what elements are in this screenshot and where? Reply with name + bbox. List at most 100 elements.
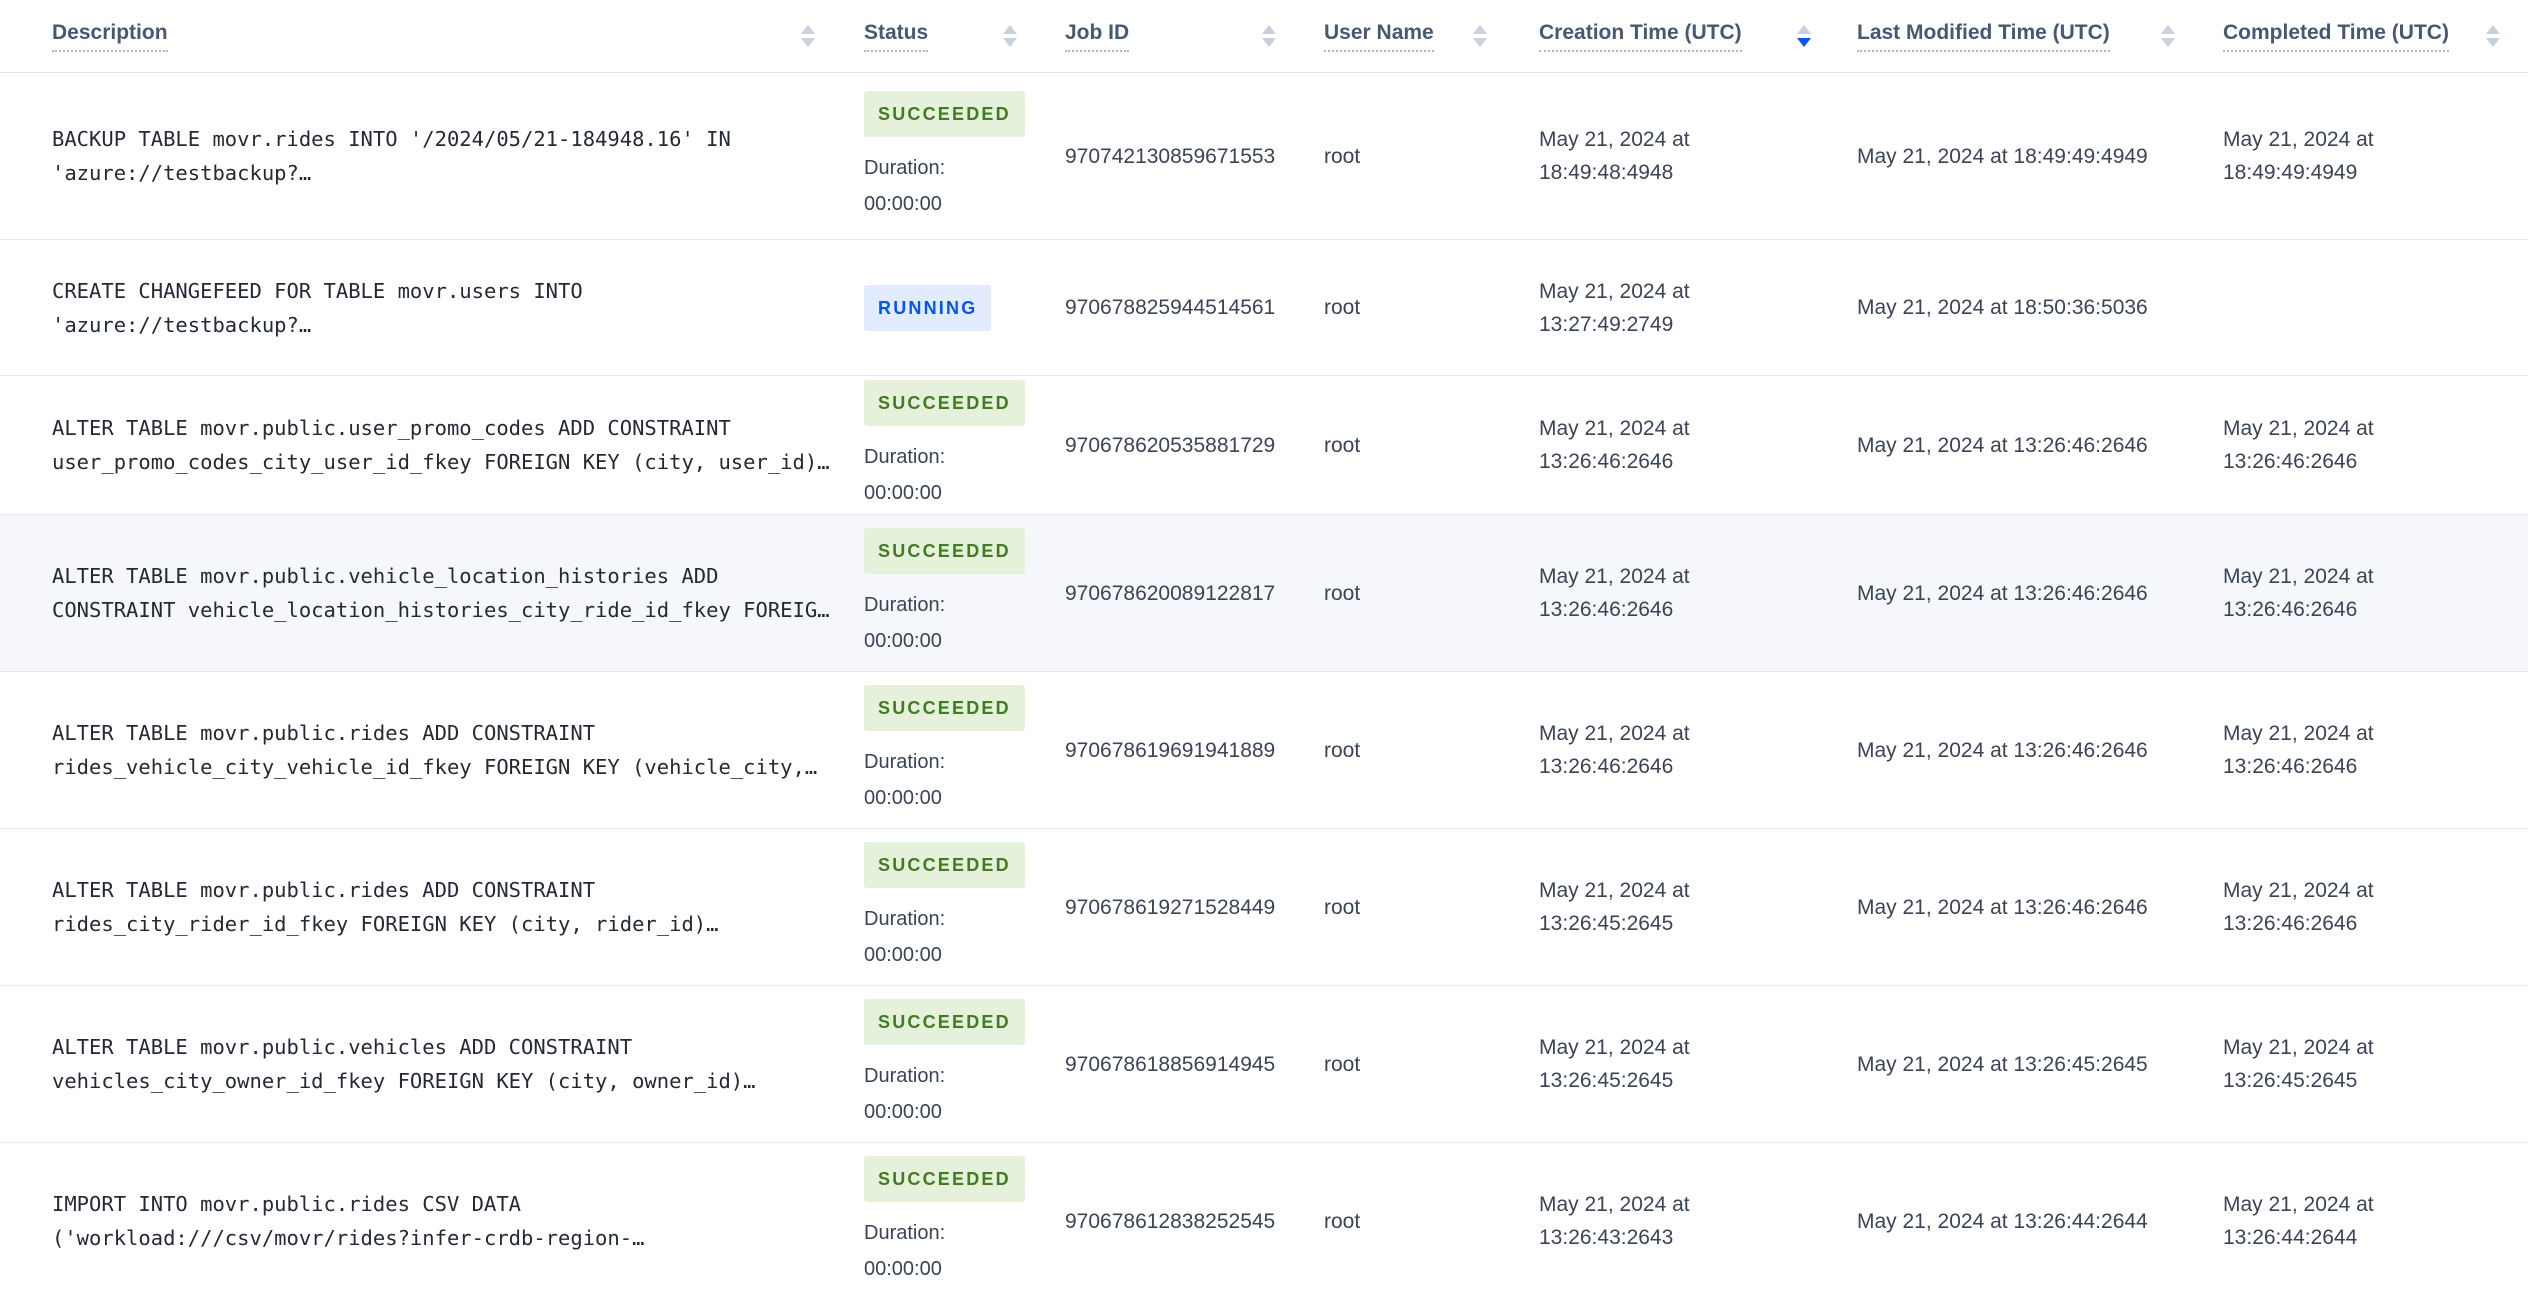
column-header-status[interactable]: Status [843, 21, 1045, 52]
job-id: 970678619271528449 [1065, 895, 1276, 919]
table-row: IMPORT INTO movr.public.rides CSV DATA ('… [0, 1143, 2528, 1292]
caret-up-icon [1262, 25, 1276, 34]
last-modified-time: May 21, 2024 at 13:26:46:2646 [1857, 581, 2148, 605]
duration-label: Duration: [864, 156, 946, 179]
creation-time: May 21, 2024 at 13:26:43:2643 [1539, 1193, 1690, 1249]
user-name: root [1324, 581, 1361, 605]
status-cell: SUCCEEDED Duration: 00:00:00 [843, 1155, 1045, 1287]
duration: Duration: 00:00:00 [864, 587, 945, 659]
completed-time-cell: May 21, 2024 at 13:26:46:2646 [2203, 412, 2528, 478]
job-description-link[interactable]: ALTER TABLE movr.public.user_promo_codes… [52, 416, 830, 474]
column-header-description[interactable]: Description [0, 21, 843, 52]
caret-up-icon [2486, 25, 2500, 34]
duration-value: 00:00:00 [864, 192, 942, 215]
completed-time-cell: May 21, 2024 at 13:26:46:2646 [2203, 717, 2528, 783]
duration-label: Duration: [864, 445, 946, 468]
job-description-link[interactable]: ALTER TABLE movr.public.rides ADD CONSTR… [52, 721, 818, 779]
last-modified-time: May 21, 2024 at 18:50:36:5036 [1857, 296, 2148, 319]
column-header-completed-time[interactable]: Completed Time (UTC) [2203, 21, 2528, 52]
table-row: ALTER TABLE movr.public.vehicles ADD CON… [0, 986, 2528, 1143]
creation-time: May 21, 2024 at 13:26:46:2646 [1539, 565, 1690, 621]
duration: Duration: 00:00:00 [864, 1058, 945, 1130]
caret-up-icon [801, 25, 815, 34]
duration-value: 00:00:00 [864, 1100, 942, 1123]
table-row: ALTER TABLE movr.public.rides ADD CONSTR… [0, 672, 2528, 829]
sort-icons[interactable] [1262, 25, 1276, 47]
status-badge: SUCCEEDED [864, 684, 1025, 731]
completed-time: May 21, 2024 at 13:26:45:2645 [2223, 1036, 2374, 1092]
column-label: Description [52, 21, 168, 52]
user-name: root [1324, 296, 1361, 319]
duration-value: 00:00:00 [864, 629, 942, 652]
job-description-link[interactable]: IMPORT INTO movr.public.rides CSV DATA ('… [52, 1192, 645, 1250]
creation-time: May 21, 2024 at 13:26:46:2646 [1539, 722, 1690, 778]
sort-icons[interactable] [1797, 25, 1811, 47]
last-modified-time: May 21, 2024 at 13:26:46:2646 [1857, 738, 2148, 762]
status-cell: SUCCEEDED Duration: 00:00:00 [843, 684, 1045, 816]
description-cell: IMPORT INTO movr.public.rides CSV DATA ('… [0, 1187, 843, 1255]
job-description-link[interactable]: CREATE CHANGEFEED FOR TABLE movr.users I… [52, 278, 583, 337]
job-id: 970678618856914945 [1065, 1052, 1276, 1076]
sort-icons[interactable] [2161, 25, 2175, 47]
description-cell: CREATE CHANGEFEED FOR TABLE movr.users I… [0, 274, 843, 342]
sort-icons[interactable] [801, 25, 815, 47]
job-id: 970678620089122817 [1065, 581, 1276, 605]
duration: Duration: 00:00:00 [864, 1215, 945, 1287]
duration-value: 00:00:00 [864, 943, 942, 966]
last-modified-time: May 21, 2024 at 13:26:44:2644 [1857, 1209, 2148, 1233]
table-row: CREATE CHANGEFEED FOR TABLE movr.users I… [0, 240, 2528, 376]
caret-up-icon [1797, 25, 1811, 34]
user-name: root [1324, 738, 1361, 762]
sort-icons[interactable] [1003, 25, 1017, 47]
user-name: root [1324, 433, 1361, 457]
column-header-user-name[interactable]: User Name [1304, 21, 1515, 52]
job-description-link[interactable]: ALTER TABLE movr.public.vehicle_location… [52, 564, 830, 622]
caret-down-icon [2486, 38, 2500, 47]
completed-time: May 21, 2024 at 13:26:46:2646 [2223, 722, 2374, 778]
column-header-job-id[interactable]: Job ID [1045, 21, 1304, 52]
completed-time: May 21, 2024 at 13:26:44:2644 [2223, 1193, 2374, 1249]
column-label: Last Modified Time (UTC) [1857, 21, 2110, 52]
caret-up-icon [2161, 25, 2175, 34]
job-description-link[interactable]: ALTER TABLE movr.public.vehicles ADD CON… [52, 1035, 756, 1093]
user-name: root [1324, 1209, 1361, 1233]
duration-label: Duration: [864, 593, 946, 616]
job-description-link[interactable]: BACKUP TABLE movr.rides INTO '/2024/05/2… [52, 127, 731, 185]
column-label: Job ID [1065, 21, 1130, 52]
completed-time-cell [2203, 291, 2528, 324]
status-cell: SUCCEEDED Duration: 00:00:00 [843, 998, 1045, 1130]
user-name: root [1324, 1052, 1361, 1076]
duration-value: 00:00:00 [864, 481, 942, 504]
creation-time: May 21, 2024 at 13:26:45:2645 [1539, 879, 1690, 935]
description-cell: ALTER TABLE movr.public.user_promo_codes… [0, 411, 843, 479]
sort-icons[interactable] [1473, 25, 1487, 47]
duration: Duration: 00:00:00 [864, 150, 945, 222]
status-badge: SUCCEEDED [864, 1155, 1025, 1202]
last-modified-time: May 21, 2024 at 13:26:46:2646 [1857, 433, 2148, 457]
creation-time-cell: May 21, 2024 at 13:26:46:2646 [1515, 412, 1839, 478]
status-cell: SUCCEEDED Duration: 00:00:00 [843, 841, 1045, 973]
column-header-last-modified-time[interactable]: Last Modified Time (UTC) [1839, 21, 2203, 52]
creation-time-cell: May 21, 2024 at 13:26:46:2646 [1515, 717, 1839, 783]
table-row: ALTER TABLE movr.public.vehicle_location… [0, 515, 2528, 672]
table-body: BACKUP TABLE movr.rides INTO '/2024/05/2… [0, 73, 2528, 1292]
job-id: 970678612838252545 [1065, 1209, 1276, 1233]
creation-time-cell: May 21, 2024 at 13:26:45:2645 [1515, 874, 1839, 940]
status-badge: SUCCEEDED [864, 998, 1025, 1045]
caret-down-icon [801, 38, 815, 47]
creation-time: May 21, 2024 at 18:49:48:4948 [1539, 128, 1690, 184]
column-header-creation-time[interactable]: Creation Time (UTC) [1515, 21, 1839, 52]
status-badge: SUCCEEDED [864, 90, 1025, 137]
completed-time-cell: May 21, 2024 at 13:26:44:2644 [2203, 1188, 2528, 1254]
creation-time-cell: May 21, 2024 at 13:26:46:2646 [1515, 560, 1839, 626]
status-cell: RUNNING [843, 284, 1045, 331]
completed-time: May 21, 2024 at 13:26:46:2646 [2223, 565, 2374, 621]
creation-time: May 21, 2024 at 13:27:49:2749 [1539, 279, 1690, 336]
job-id: 970742130859671553 [1065, 144, 1276, 168]
job-id: 970678825944514561 [1065, 296, 1276, 319]
last-modified-time: May 21, 2024 at 13:26:46:2646 [1857, 895, 2148, 919]
sort-icons[interactable] [2486, 25, 2500, 47]
table-header-row: Description Status Job ID User Name Crea… [0, 0, 2528, 73]
job-description-link[interactable]: ALTER TABLE movr.public.rides ADD CONSTR… [52, 878, 719, 936]
duration-value: 00:00:00 [864, 1257, 942, 1280]
